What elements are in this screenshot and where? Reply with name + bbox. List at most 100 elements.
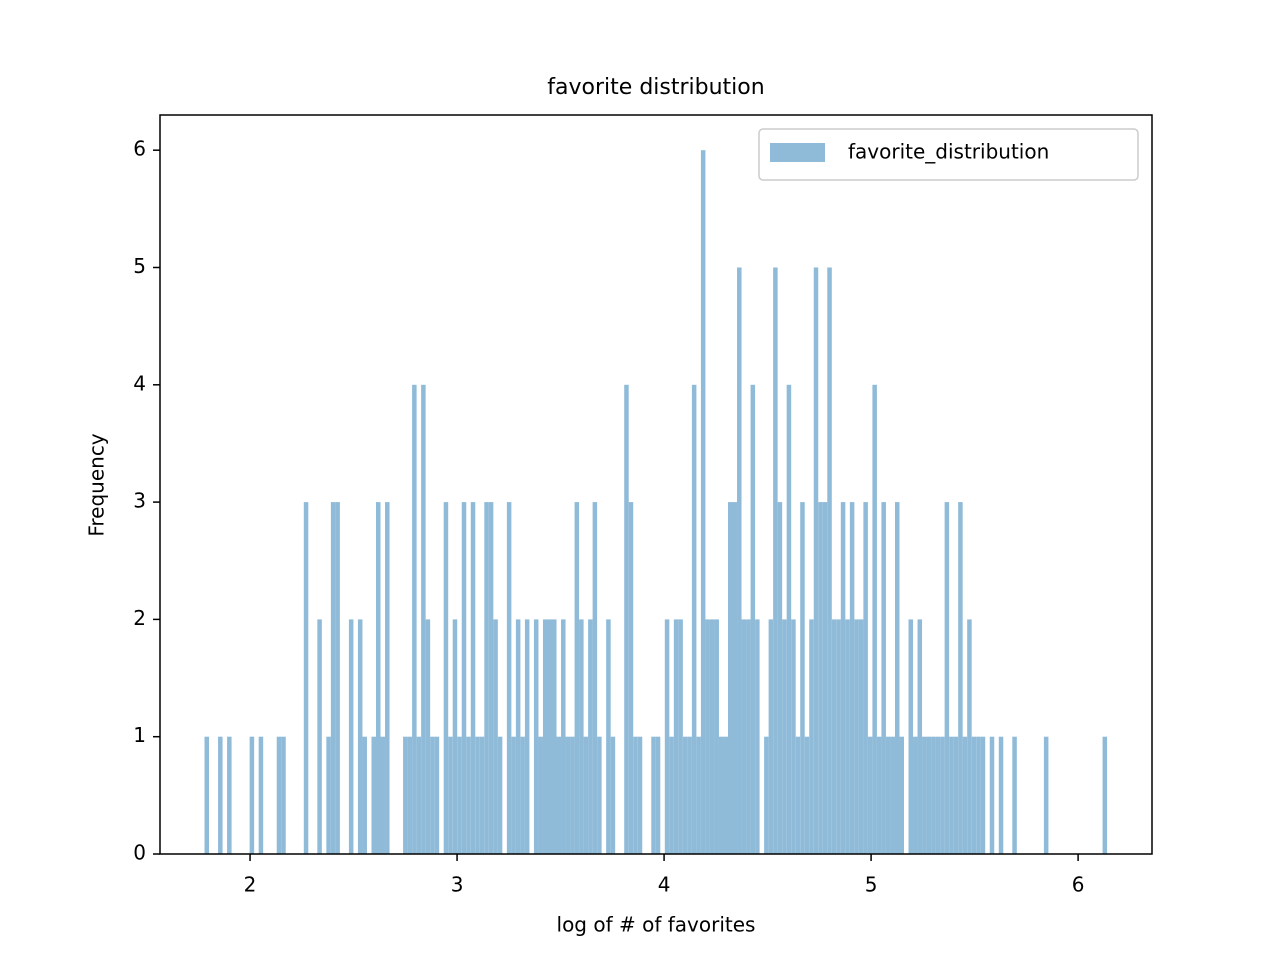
- bar: [813, 267, 819, 854]
- bar: [971, 736, 977, 854]
- bar: [412, 384, 417, 854]
- bar: [831, 619, 837, 854]
- bar: [732, 502, 738, 854]
- bar: [461, 502, 467, 854]
- bar: [976, 736, 981, 854]
- bar: [1102, 736, 1108, 854]
- bar: [894, 502, 900, 854]
- bar: [958, 502, 963, 854]
- bar: [430, 736, 435, 854]
- bar: [836, 619, 841, 854]
- bar: [448, 736, 453, 854]
- bar: [597, 736, 602, 854]
- bar: [348, 619, 354, 854]
- bar: [750, 384, 756, 854]
- legend-box: [758, 128, 1139, 181]
- bar: [737, 267, 742, 854]
- bar: [421, 384, 426, 854]
- bar: [533, 619, 539, 854]
- bar: [475, 736, 480, 854]
- bar: [204, 736, 210, 854]
- x-tick-label: 3: [451, 873, 464, 897]
- legend-swatch: [770, 143, 825, 162]
- bar: [303, 502, 309, 854]
- bar: [673, 619, 679, 854]
- bar: [818, 502, 823, 854]
- bar: [980, 736, 986, 854]
- bar: [588, 619, 593, 854]
- bar: [809, 619, 814, 854]
- bar: [773, 267, 778, 854]
- bar: [899, 736, 904, 854]
- bar: [691, 384, 697, 854]
- bar: [827, 267, 832, 854]
- x-axis-label: log of # of favorites: [557, 913, 756, 937]
- bar: [579, 619, 584, 854]
- y-tick-label: 5: [133, 254, 146, 278]
- bar: [854, 619, 859, 854]
- bar: [935, 736, 941, 854]
- bar: [470, 502, 476, 854]
- bar: [551, 619, 557, 854]
- bar: [863, 502, 868, 854]
- bar: [633, 736, 638, 854]
- bar: [524, 619, 530, 854]
- y-tick-label: 4: [133, 371, 146, 395]
- bar: [452, 619, 458, 854]
- bar: [718, 736, 724, 854]
- bar: [669, 736, 674, 854]
- bar: [782, 619, 787, 854]
- bar: [723, 736, 728, 854]
- bar: [443, 502, 449, 854]
- bar: [849, 502, 855, 854]
- bar: [515, 619, 521, 854]
- bar: [840, 502, 846, 854]
- x-tick-label: 5: [865, 873, 878, 897]
- bar: [682, 736, 688, 854]
- bar: [227, 736, 232, 854]
- bar: [858, 619, 864, 854]
- bar: [497, 736, 503, 854]
- bar: [687, 736, 692, 854]
- bar: [606, 619, 611, 854]
- bar: [926, 736, 932, 854]
- bar: [357, 619, 363, 854]
- bar: [624, 384, 629, 854]
- bar: [768, 619, 774, 854]
- bar: [922, 736, 927, 854]
- bar: [506, 502, 512, 854]
- y-tick-label: 1: [133, 723, 146, 747]
- bar: [795, 736, 801, 854]
- bar: [845, 619, 850, 854]
- x-tick-label: 4: [658, 873, 671, 897]
- bar: [547, 619, 552, 854]
- y-tick-label: 6: [133, 137, 146, 161]
- bar: [664, 619, 670, 854]
- bar: [542, 619, 548, 854]
- bar: [592, 502, 598, 854]
- bar: [890, 736, 895, 854]
- bar: [574, 502, 580, 854]
- bar: [479, 736, 485, 854]
- bar: [380, 736, 386, 854]
- bar: [403, 736, 408, 854]
- bar: [249, 736, 255, 854]
- bar: [913, 736, 918, 854]
- bar: [678, 619, 683, 854]
- bar: [326, 736, 331, 854]
- bar: [940, 736, 945, 854]
- bar: [949, 736, 954, 854]
- bar: [741, 619, 747, 854]
- bar: [953, 736, 959, 854]
- bar: [777, 502, 783, 854]
- bar: [484, 502, 489, 854]
- bar: [538, 736, 543, 854]
- bar: [434, 736, 440, 854]
- bar: [800, 502, 805, 854]
- bar: [696, 736, 701, 854]
- bar: [872, 384, 877, 854]
- y-tick-label: 3: [133, 489, 146, 513]
- bar: [520, 736, 525, 854]
- bar: [610, 736, 616, 854]
- bar: [511, 736, 516, 854]
